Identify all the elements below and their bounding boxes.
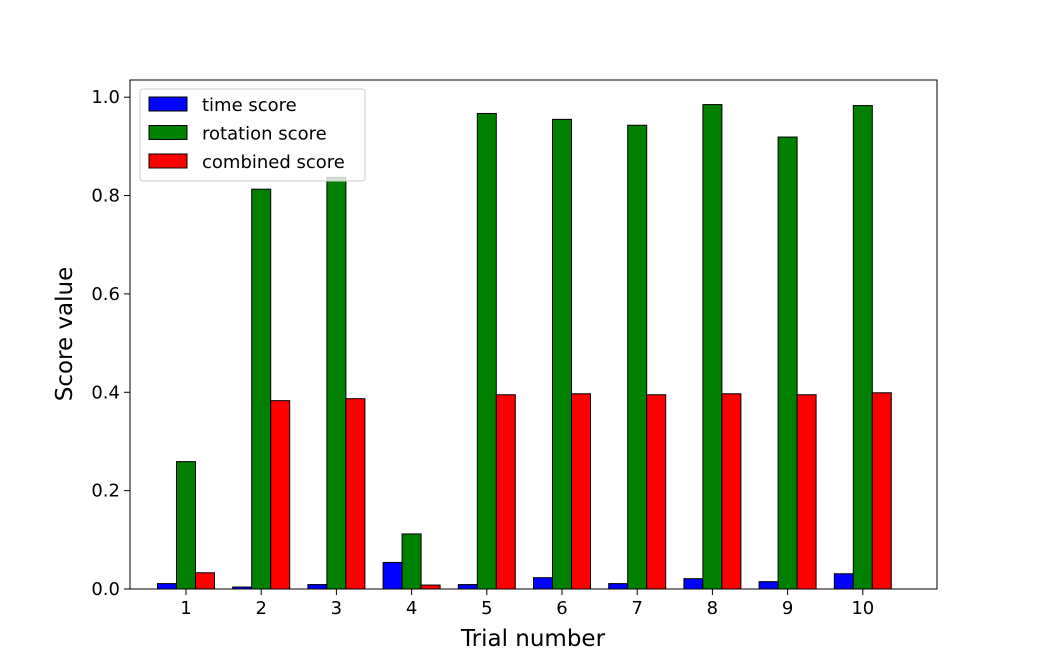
bar-time-score-1: [157, 583, 177, 590]
bars-group: [157, 104, 892, 590]
legend-swatch-rotation-score: [148, 125, 188, 140]
x-tick-label: 3: [331, 598, 342, 619]
bar-time-score-4: [382, 561, 403, 590]
bar-rotation-score-1: [176, 461, 196, 590]
x-tick-label: 10: [851, 598, 874, 619]
y-tick-label: 0.4: [91, 382, 120, 403]
bar-time-score-6: [533, 577, 553, 590]
x-tick-label: 1: [180, 598, 191, 619]
x-tick-label: 4: [406, 598, 417, 619]
bar-combined-score-2: [270, 400, 291, 590]
y-axis: 0.0 0.2 0.4 0.6 0.8 1.0: [91, 87, 130, 600]
legend: time score rotation score combined score: [139, 88, 366, 182]
bar-time-score-3: [307, 584, 328, 590]
bar-combined-score-7: [646, 394, 667, 590]
bar-combined-score-6: [571, 393, 591, 590]
bar-rotation-score-7: [627, 124, 648, 590]
x-tick-label: 8: [707, 598, 718, 619]
bar-rotation-score-6: [552, 118, 572, 590]
legend-label-rotation-score: rotation score: [202, 124, 327, 145]
x-tick-label: 9: [782, 598, 793, 619]
bar-rotation-score-9: [777, 136, 798, 590]
x-tick-label: 2: [255, 598, 266, 619]
legend-box: [139, 88, 366, 182]
bar-time-score-8: [683, 578, 704, 590]
bar-combined-score-9: [796, 394, 817, 590]
bar-time-score-5: [457, 584, 478, 590]
bar-combined-score-1: [195, 572, 215, 590]
bar-combined-score-3: [345, 398, 366, 590]
x-tick-label: 7: [631, 598, 642, 619]
y-tick-label: 0.2: [91, 481, 120, 502]
bar-combined-score-8: [721, 393, 742, 590]
bar-rotation-score-8: [702, 104, 723, 590]
bar-rotation-score-2: [251, 188, 272, 590]
y-tick-label: 0.0: [91, 579, 120, 600]
plot-frame: [129, 79, 938, 590]
legend-label-combined-score: combined score: [202, 152, 345, 173]
bar-combined-score-10: [871, 392, 892, 590]
x-tick-label: 6: [556, 598, 567, 619]
bar-rotation-score-5: [476, 112, 497, 590]
x-axis-label: Trial number: [460, 626, 606, 652]
bar-combined-score-5: [495, 394, 516, 590]
bar-time-score-7: [608, 583, 629, 590]
bar-time-score-9: [758, 581, 779, 590]
y-tick-label: 0.8: [91, 186, 120, 207]
bar-rotation-score-3: [326, 176, 347, 590]
legend-swatch-time-score: [148, 96, 188, 112]
legend-label-time-score: time score: [202, 95, 297, 116]
legend-swatch-combined-score: [148, 153, 188, 169]
x-axis: 1 2 3 4 5 6 7 8 9 10: [180, 589, 874, 619]
y-tick-label: 1.0: [91, 87, 120, 108]
bar-rotation-score-4: [401, 533, 422, 590]
x-tick-label: 5: [481, 598, 492, 619]
bar-rotation-score-10: [852, 105, 873, 590]
y-tick-label: 0.6: [91, 284, 120, 305]
bar-time-score-10: [833, 573, 854, 590]
y-axis-label: Score value: [52, 267, 78, 402]
bar-combined-score-4: [420, 584, 441, 590]
